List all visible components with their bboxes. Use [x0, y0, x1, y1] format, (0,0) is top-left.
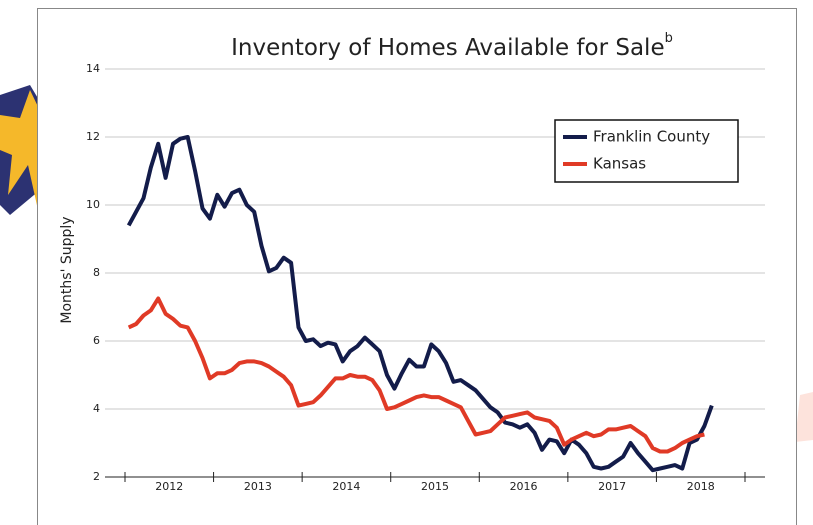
decoration: [795, 392, 813, 442]
x-tick-label: 2014: [332, 480, 360, 493]
y-tick-label: 8: [93, 266, 100, 279]
y-tick-label: 4: [93, 402, 100, 415]
legend-box: [554, 119, 739, 183]
x-tick-label: 2012: [155, 480, 183, 493]
chart-title: Inventory of Homes Available for Saleb: [231, 31, 673, 61]
chart-frame: [37, 8, 797, 525]
title-text: Inventory of Homes Available for Sale: [231, 35, 664, 61]
series-line: [127, 296, 705, 454]
x-tick-label: 2016: [510, 480, 538, 493]
x-tick-label: 2013: [244, 480, 272, 493]
x-tick-label: 2015: [421, 480, 449, 493]
legend-label: Kansas: [593, 155, 646, 173]
y-tick-label: 14: [86, 62, 100, 75]
x-tick-label: 2017: [598, 480, 626, 493]
title-superscript: b: [665, 31, 673, 46]
legend-label: Franklin County: [593, 128, 710, 146]
y-tick-label: 10: [86, 198, 100, 211]
series-line: [126, 135, 714, 473]
y-tick-label: 12: [86, 130, 100, 143]
y-axis-label: Months' Supply: [59, 216, 75, 323]
x-tick-label: 2018: [687, 480, 715, 493]
y-tick-label: 6: [93, 334, 100, 347]
y-tick-label: 2: [93, 470, 100, 483]
